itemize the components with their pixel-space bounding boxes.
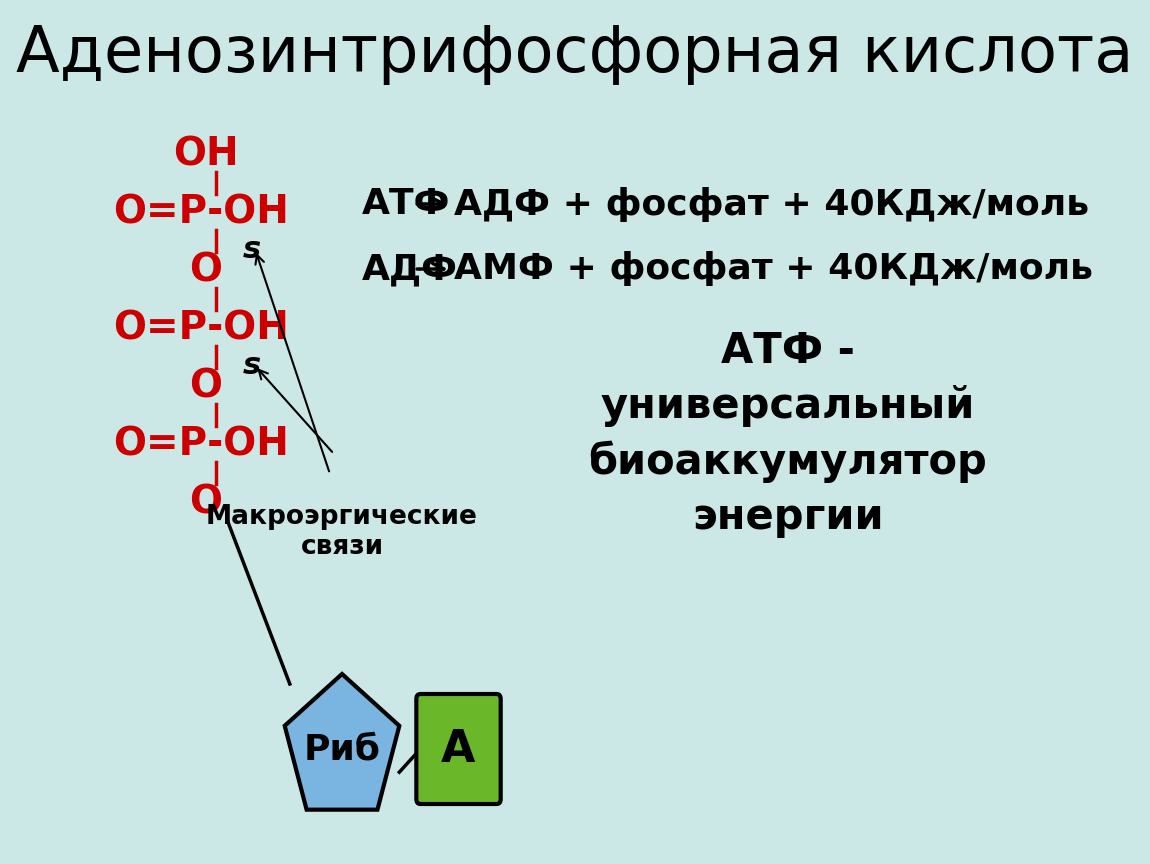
Text: АМФ + фосфат + 40КДж/моль: АМФ + фосфат + 40КДж/моль [454, 251, 1094, 287]
Text: Риб: Риб [304, 732, 381, 766]
Text: О=Р-ОН: О=Р-ОН [114, 425, 290, 463]
Text: АДФ + фосфат + 40КДж/моль: АДФ + фосфат + 40КДж/моль [454, 187, 1089, 221]
Text: О=Р-ОН: О=Р-ОН [114, 309, 290, 347]
Text: АТФ: АТФ [362, 187, 451, 221]
Text: s: s [243, 236, 261, 264]
Text: Макроэргические
связи: Макроэргические связи [206, 504, 478, 560]
Text: О: О [189, 251, 222, 289]
Text: ОН: ОН [172, 135, 238, 173]
Text: О=Р-ОН: О=Р-ОН [114, 193, 290, 231]
Text: s: s [243, 352, 261, 380]
Text: А: А [442, 727, 476, 771]
Polygon shape [285, 674, 399, 810]
Text: Аденозинтрифосфорная кислота: Аденозинтрифосфорная кислота [16, 23, 1134, 85]
Text: АТФ -
универсальный
биоаккумулятор
энергии: АТФ - универсальный биоаккумулятор энерг… [589, 330, 988, 538]
Text: АДФ: АДФ [362, 252, 458, 286]
FancyBboxPatch shape [416, 694, 500, 804]
Text: О: О [189, 483, 222, 521]
Text: О: О [189, 367, 222, 405]
